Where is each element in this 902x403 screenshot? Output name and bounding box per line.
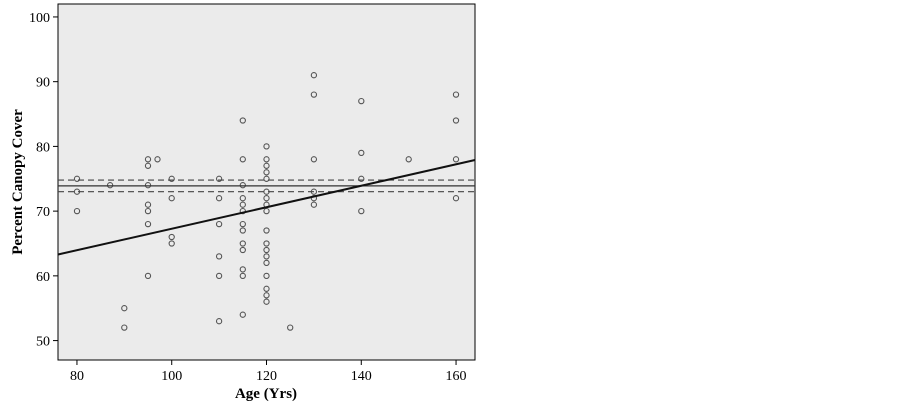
data-point <box>310 201 318 208</box>
data-point <box>287 324 294 331</box>
data-point <box>452 195 460 202</box>
data-point <box>263 259 270 267</box>
data-point <box>144 182 152 189</box>
data-point <box>263 175 270 182</box>
data-point <box>239 195 246 202</box>
data-point <box>215 195 223 202</box>
data-point <box>358 97 365 105</box>
data-point <box>239 227 246 234</box>
data-point <box>310 91 318 98</box>
data-point <box>239 201 246 208</box>
data-point <box>144 156 152 163</box>
data-point <box>73 207 81 215</box>
data-point <box>168 175 175 182</box>
data-point <box>215 318 223 325</box>
data-point <box>215 272 223 280</box>
data-point <box>452 91 460 98</box>
data-point <box>263 143 270 150</box>
data-point <box>310 72 318 79</box>
data-point <box>239 156 246 163</box>
data-point <box>215 220 223 228</box>
data-point <box>263 207 270 215</box>
data-point <box>144 162 152 169</box>
data-point <box>239 220 246 228</box>
data-point <box>215 253 223 260</box>
x-tick-label: 100 <box>161 369 182 384</box>
data-point <box>239 240 246 247</box>
data-point <box>154 156 161 163</box>
data-point <box>144 272 152 280</box>
data-point <box>168 240 175 247</box>
fit-lines <box>57 159 476 256</box>
data-point <box>263 253 270 260</box>
data-point <box>239 266 246 273</box>
data-point <box>263 169 270 176</box>
data-point <box>263 246 270 254</box>
y-tick-label: 90 <box>36 76 50 91</box>
data-point <box>358 149 365 157</box>
data-point <box>452 117 460 124</box>
x-tick-label: 80 <box>70 369 84 384</box>
data-point <box>239 246 246 254</box>
data-point <box>263 156 270 163</box>
data-point <box>263 240 270 247</box>
data-point <box>263 272 270 280</box>
data-point <box>310 156 318 163</box>
data-point <box>73 175 81 182</box>
data-points <box>73 72 460 331</box>
data-point <box>358 175 365 182</box>
data-point <box>144 220 152 228</box>
x-tick-label: 120 <box>256 369 277 384</box>
data-point <box>168 233 175 241</box>
regression-line <box>57 159 476 256</box>
data-point <box>452 156 460 163</box>
axes: 80 100 120 140 160 50 60 70 80 90 100 <box>29 11 467 384</box>
data-point <box>121 324 128 331</box>
y-tick-label: 60 <box>36 270 50 285</box>
plot-background <box>57 3 476 361</box>
y-tick-label: 70 <box>36 205 50 220</box>
data-point <box>121 305 128 312</box>
data-point <box>263 162 270 169</box>
data-point <box>239 182 246 189</box>
x-axis-title: Age (Yrs) <box>235 386 297 402</box>
data-point <box>263 285 270 292</box>
data-point <box>263 227 270 234</box>
data-point <box>405 156 412 163</box>
data-point <box>239 117 246 124</box>
y-tick-label: 50 <box>36 335 50 350</box>
y-tick-label: 80 <box>36 140 50 155</box>
data-point <box>106 182 114 189</box>
data-point <box>144 207 152 215</box>
y-axis-title: Percent Canopy Cover <box>10 109 26 255</box>
data-point <box>144 201 152 208</box>
data-point <box>263 195 270 202</box>
data-point <box>239 272 246 280</box>
y-tick-label: 100 <box>29 11 50 26</box>
data-point <box>263 298 270 305</box>
data-point <box>239 311 246 318</box>
x-tick-label: 160 <box>446 369 467 384</box>
x-tick-label: 140 <box>351 369 372 384</box>
data-point <box>168 195 175 202</box>
data-point <box>215 175 223 182</box>
data-point <box>263 292 270 299</box>
data-point <box>358 207 365 215</box>
